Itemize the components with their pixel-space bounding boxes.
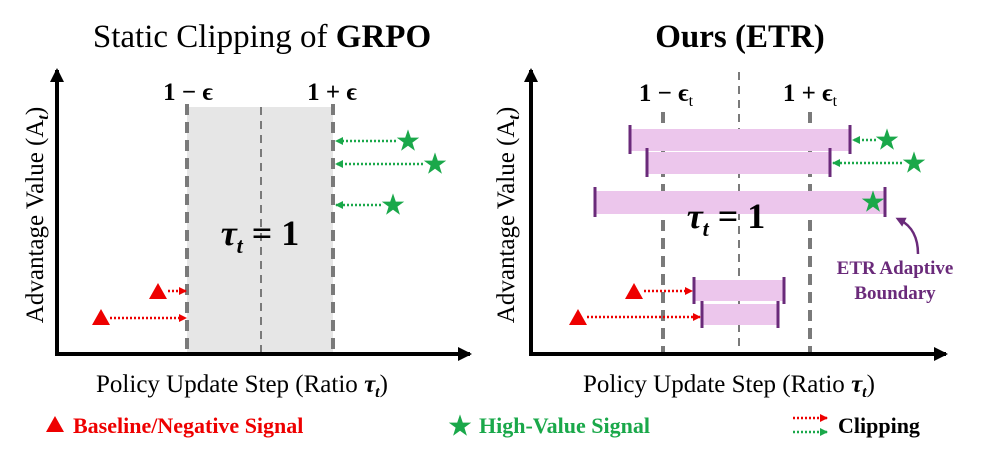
- high-value-signal-marker: [861, 190, 885, 212]
- baseline-signal-marker: [149, 283, 167, 299]
- right-panel: Ours (ETR) 1 − ϵt 1 + ϵt: [493, 19, 953, 401]
- legend-baseline-label: Baseline/Negative Signal: [73, 413, 303, 438]
- legend-clipping-label: Clipping: [838, 413, 920, 438]
- legend-high-value-label: High-Value Signal: [479, 413, 650, 438]
- legend: Baseline/Negative Signal High-Value Sign…: [46, 413, 920, 438]
- high-value-signal-marker: [875, 128, 899, 150]
- y-axis-label: Advantage Value (At): [493, 107, 523, 323]
- legend-high-value-marker: [448, 414, 472, 436]
- baseline-signal-marker: [625, 283, 643, 299]
- high-value-signal-marker: [423, 152, 447, 174]
- tau-label: τt = 1: [687, 196, 766, 241]
- lower-bound-label: 1 − ϵt: [639, 80, 694, 110]
- upper-bound-label: 1 + ϵt: [783, 80, 838, 110]
- high-value-signal-marker: [396, 129, 420, 151]
- upper-bound-label: 1 + ϵ: [307, 79, 357, 106]
- static-clip-region: [187, 107, 333, 354]
- right-panel-title: Ours (ETR): [655, 19, 825, 55]
- left-panel: Static Clipping of GRPO 1 − ϵ 1 + ϵ τt =…: [22, 19, 472, 401]
- adaptive-boundary-bar: [700, 301, 780, 328]
- y-axis-label: Advantage Value (At): [22, 107, 52, 323]
- adaptive-boundary-bar: [692, 277, 786, 304]
- legend-baseline-marker: [46, 416, 64, 432]
- annotation-arrow: [895, 217, 920, 255]
- adaptive-boundary-bar: [593, 187, 887, 217]
- adaptive-boundary-bar: [645, 148, 832, 177]
- lower-bound-label: 1 − ϵ: [163, 79, 213, 106]
- tau-label: τt = 1: [221, 213, 300, 258]
- high-value-signal-marker: [381, 193, 405, 215]
- baseline-signal-marker: [92, 309, 110, 325]
- high-value-signal-marker: [902, 151, 926, 173]
- annotation-label: Boundary: [854, 283, 936, 304]
- baseline-signal-marker: [569, 309, 587, 325]
- left-panel-title: Static Clipping of GRPO: [93, 19, 431, 55]
- adaptive-boundary-bar: [628, 125, 852, 154]
- x-axis-label: Policy Update Step (Ratio τt): [583, 371, 875, 401]
- x-axis-label: Policy Update Step (Ratio τt): [96, 371, 388, 401]
- annotation-label: ETR Adaptive: [837, 258, 954, 279]
